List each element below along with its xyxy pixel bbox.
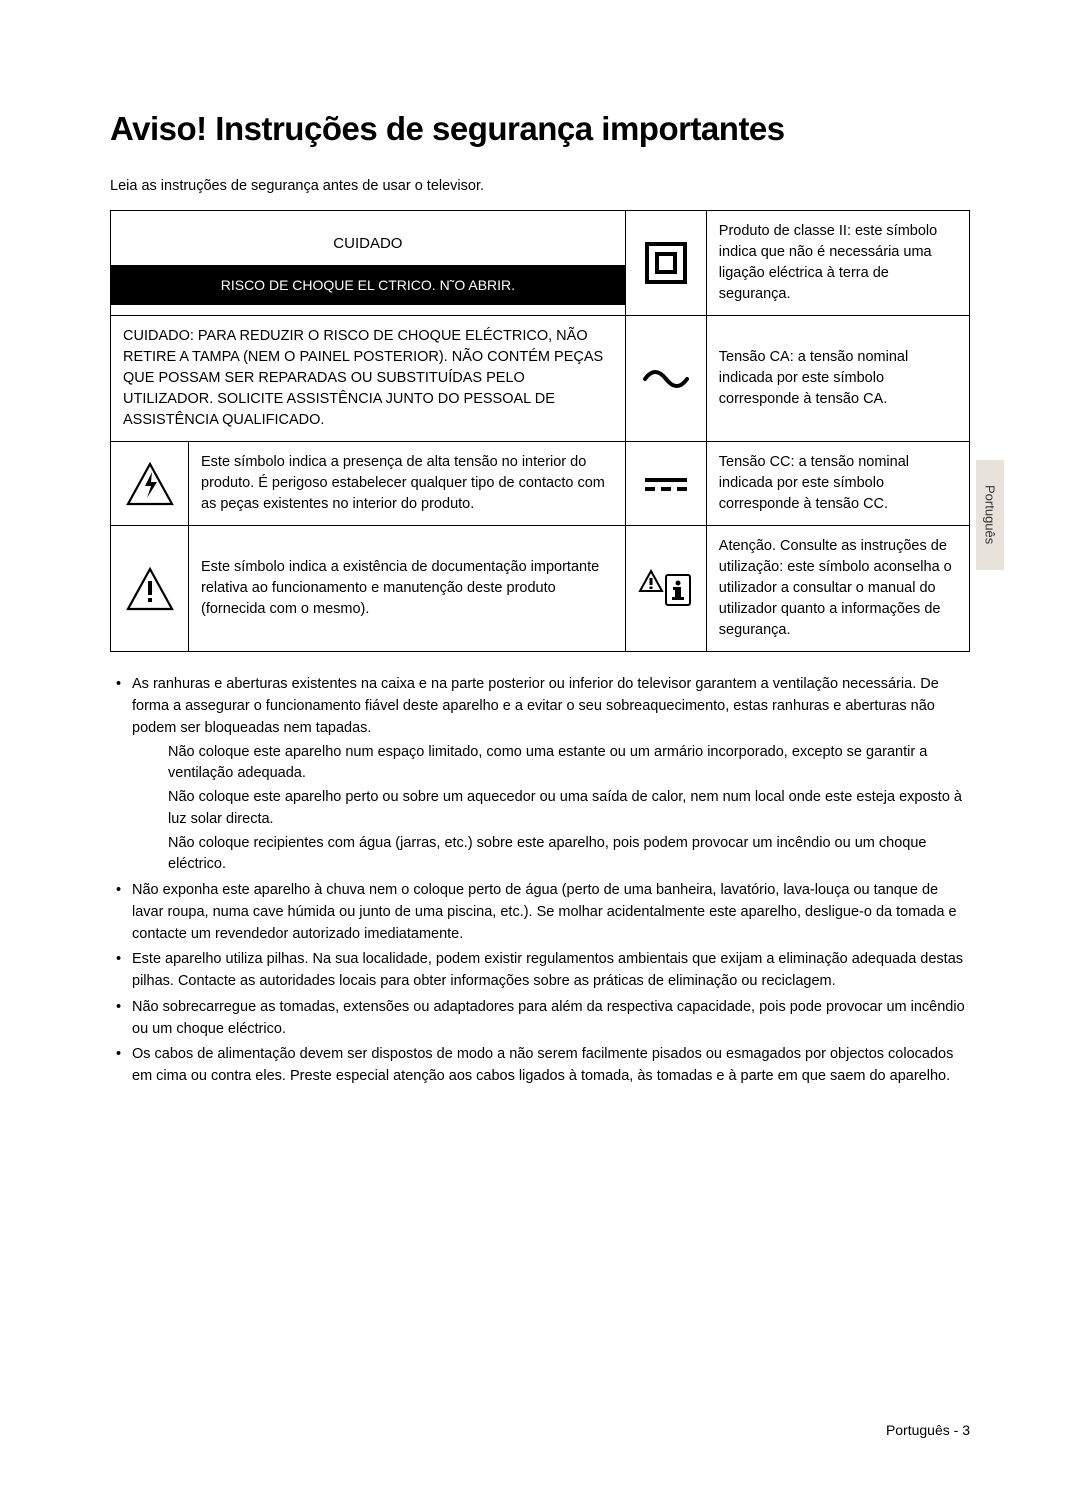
high-voltage-desc: Este símbolo indica a presença de alta t… xyxy=(189,442,626,526)
safety-bullet-list: As ranhuras e aberturas existentes na ca… xyxy=(110,674,970,1088)
bullet-text: Não exponha este aparelho à chuva nem o … xyxy=(132,882,957,942)
page-footer: Português - 3 xyxy=(886,1422,970,1438)
list-item: As ranhuras e aberturas existentes na ca… xyxy=(132,674,970,876)
cuidado-header-cell: CUIDADO RISCO DE CHOQUE EL CTRICO. N˜O A… xyxy=(111,211,626,316)
manual-info-icon xyxy=(625,526,706,652)
bullet-text: Este aparelho utiliza pilhas. Na sua loc… xyxy=(132,951,963,989)
exclamation-triangle-icon xyxy=(111,526,189,652)
list-item: Este aparelho utiliza pilhas. Na sua loc… xyxy=(132,949,970,993)
sub-item: Não coloque este aparelho perto ou sobre… xyxy=(168,787,970,831)
sub-item: Não coloque recipientes com água (jarras… xyxy=(168,833,970,877)
high-voltage-icon xyxy=(111,442,189,526)
list-item: Não sobrecarregue as tomadas, extensões … xyxy=(132,997,970,1041)
intro-text: Leia as instruções de segurança antes de… xyxy=(110,178,970,194)
page-title: Aviso! Instruções de segurança important… xyxy=(110,110,970,148)
class-ii-icon xyxy=(625,211,706,316)
language-side-tab: Português xyxy=(976,460,1004,570)
caution-long-cell: CUIDADO: PARA REDUZIR O RISCO DE CHOQUE … xyxy=(111,316,626,442)
sub-item: Não coloque este aparelho num espaço lim… xyxy=(168,742,970,786)
dc-dashes-icon xyxy=(625,442,706,526)
list-item: Os cabos de alimentação devem ser dispos… xyxy=(132,1044,970,1088)
bullet-text: Os cabos de alimentação devem ser dispos… xyxy=(132,1046,953,1084)
ac-voltage-desc: Tensão CA: a tensão nominal indicada por… xyxy=(706,316,969,442)
warning-table: CUIDADO RISCO DE CHOQUE EL CTRICO. N˜O A… xyxy=(110,210,970,652)
manual-info-desc: Atenção. Consulte as instruções de utili… xyxy=(706,526,969,652)
doc-symbol-desc: Este símbolo indica a existência de docu… xyxy=(189,526,626,652)
risk-shock-label: RISCO DE CHOQUE EL CTRICO. N˜O ABRIR. xyxy=(111,265,625,305)
bullet-text: As ranhuras e aberturas existentes na ca… xyxy=(132,676,939,736)
sublist: Não coloque este aparelho num espaço lim… xyxy=(132,742,970,877)
dc-voltage-desc: Tensão CC: a tensão nominal indicada por… xyxy=(706,442,969,526)
ac-wave-icon xyxy=(625,316,706,442)
bullet-text: Não sobrecarregue as tomadas, extensões … xyxy=(132,999,965,1037)
class-ii-desc: Produto de classe II: este símbolo indic… xyxy=(706,211,969,316)
cuidado-label: CUIDADO xyxy=(111,221,625,265)
list-item: Não exponha este aparelho à chuva nem o … xyxy=(132,880,970,945)
side-tab-label: Português xyxy=(983,485,998,544)
